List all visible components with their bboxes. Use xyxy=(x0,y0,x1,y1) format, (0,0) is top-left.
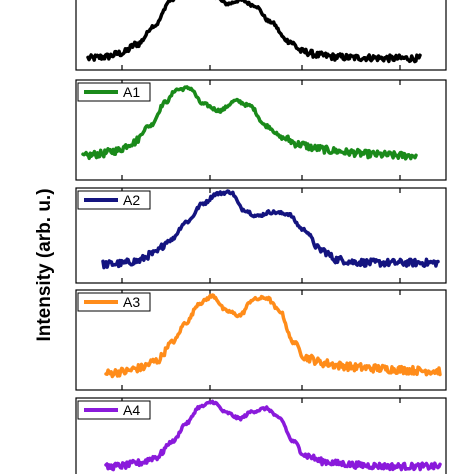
legend-a1: A1 xyxy=(77,82,151,102)
legend-label: A4 xyxy=(123,402,140,418)
legend-label: A1 xyxy=(123,84,140,100)
legend-a3: A3 xyxy=(77,292,151,312)
panel-a3: A3 xyxy=(75,289,447,391)
y-axis-label: Intensity (arb. u.) xyxy=(34,188,55,341)
panel-frame xyxy=(75,289,447,391)
legend-label: A3 xyxy=(123,294,140,310)
panel-a2: A2 xyxy=(75,187,447,284)
panel-frame xyxy=(75,79,447,181)
series-line-a3 xyxy=(104,293,442,379)
panel-a4: A4 xyxy=(75,397,447,474)
panel-frame xyxy=(75,187,447,284)
legend-a2: A2 xyxy=(77,190,151,210)
legend-a4: A4 xyxy=(77,400,151,420)
panel-frame xyxy=(75,0,447,71)
series-line-a1 xyxy=(81,85,418,161)
series-line-a2 xyxy=(101,189,440,270)
legend-label: A2 xyxy=(123,192,140,208)
panel-top xyxy=(75,0,447,71)
panel-a1: A1 xyxy=(75,79,447,181)
series-line-top xyxy=(86,0,422,64)
series-line-a4 xyxy=(104,399,442,472)
panel-frame xyxy=(75,397,447,474)
